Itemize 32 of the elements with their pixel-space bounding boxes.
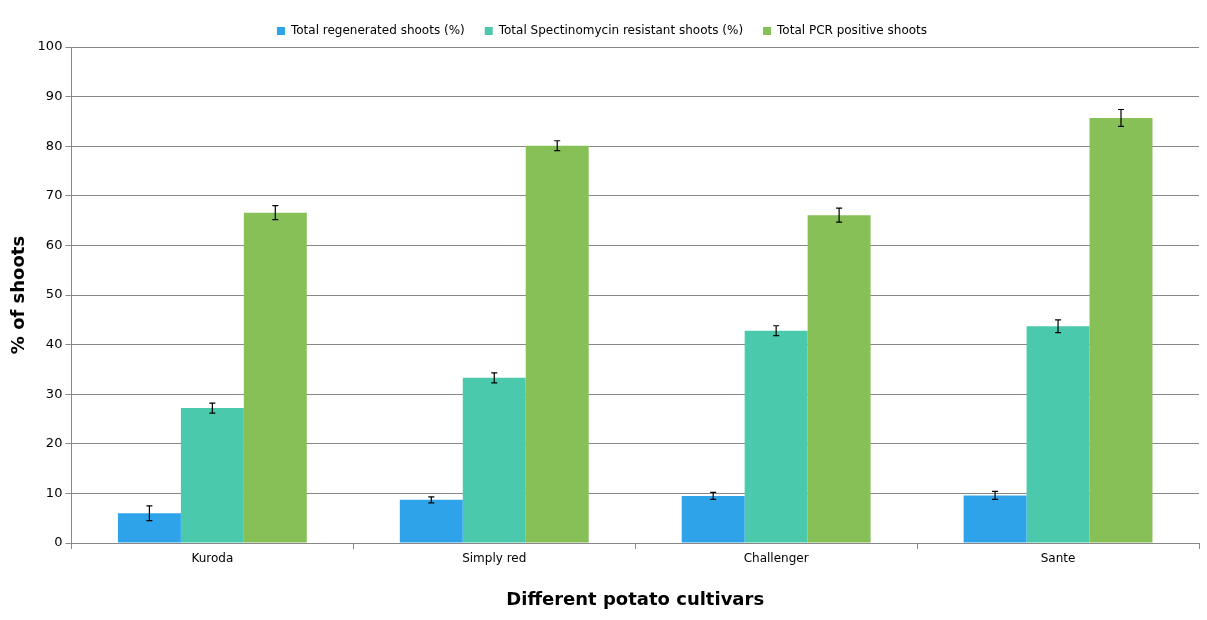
y-tick-label: 20 — [45, 435, 63, 451]
y-tick-label: 50 — [45, 286, 63, 302]
x-tick-label: Challenger — [743, 551, 809, 566]
bar — [243, 212, 307, 543]
bar — [807, 215, 871, 543]
y-tick-label: 30 — [45, 385, 63, 401]
legend-label: Total Spectinomycin resistant shoots (%) — [497, 23, 744, 38]
bar — [180, 408, 244, 543]
y-tick-label: 0 — [54, 534, 63, 550]
y-tick-label: 70 — [45, 187, 63, 203]
legend-label: Total PCR positive shoots — [776, 23, 928, 38]
legend-label: Total regenerated shoots (%) — [289, 23, 465, 38]
y-tick-label: 40 — [45, 335, 63, 351]
bar — [1026, 326, 1090, 543]
bar — [399, 499, 463, 543]
y-axis-title: % of shoots — [7, 235, 29, 355]
y-tick-label: 80 — [45, 137, 63, 153]
x-tick-label: Simply red — [462, 551, 527, 566]
x-tick-label: Kuroda — [191, 551, 234, 566]
x-tick-label: Sante — [1040, 551, 1076, 566]
bar — [681, 495, 745, 543]
bar — [117, 513, 181, 543]
y-tick-label: 100 — [37, 38, 63, 54]
bar — [1089, 117, 1153, 543]
y-tick-label: 10 — [45, 484, 63, 500]
y-tick-label: 90 — [45, 87, 63, 103]
bar — [744, 330, 808, 543]
x-axis-title: Different potato cultivars — [506, 587, 765, 609]
bar — [525, 145, 589, 543]
bar — [462, 377, 526, 543]
y-tick-label: 60 — [45, 236, 63, 252]
bar — [963, 495, 1027, 543]
